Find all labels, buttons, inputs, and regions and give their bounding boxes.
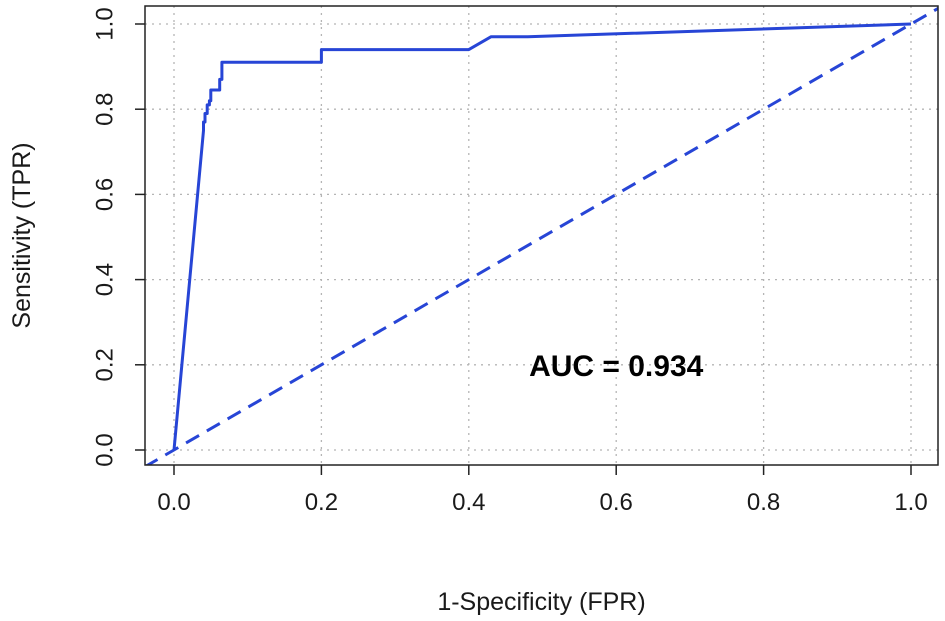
x-tick-label: 0.0 <box>157 489 190 516</box>
auc-annotation: AUC = 0.934 <box>529 350 704 383</box>
x-tick-label: 0.6 <box>600 489 633 516</box>
roc-curve-line <box>172 22 912 451</box>
y-tick-label: 0.2 <box>92 348 119 381</box>
y-tick-label: 0.0 <box>92 433 119 466</box>
grid-lines <box>145 6 938 465</box>
reference-diagonal-line <box>145 6 938 465</box>
axes: 0.0 0.0 0.2 0.2 0.4 0.4 0.6 0.6 0.8 0.8 1.0 1.0 <box>92 7 928 516</box>
x-tick-label: 1.0 <box>894 489 927 516</box>
x-axis-title: 1-Specificity (FPR) <box>437 588 645 616</box>
series-layer <box>145 6 938 465</box>
x-tick-label: 0.8 <box>747 489 780 516</box>
y-tick-label: 0.8 <box>92 93 119 126</box>
y-tick-label: 0.6 <box>92 178 119 211</box>
x-tick-label: 0.4 <box>452 489 485 516</box>
plot-frame <box>144 5 939 466</box>
y-tick-label: 0.4 <box>92 263 119 296</box>
y-axis-title: Sensitivity (TPR) <box>8 142 36 328</box>
y-tick-label: 1.0 <box>92 7 119 40</box>
x-tick-label: 0.2 <box>305 489 338 516</box>
